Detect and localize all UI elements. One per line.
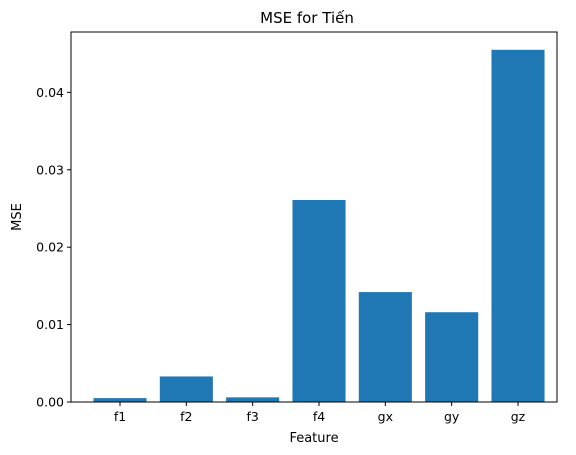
chart-title: MSE for Tiến bbox=[260, 9, 354, 27]
x-axis-ticks: f1 f2 f3 f4 gx gy gz bbox=[114, 402, 526, 424]
y-tick-label: 0.04 bbox=[36, 85, 64, 100]
y-tick-label: 0.01 bbox=[36, 317, 64, 332]
bar-f1 bbox=[93, 398, 147, 402]
y-tick-label: 0.03 bbox=[36, 162, 64, 177]
bar-f2 bbox=[159, 376, 213, 402]
x-tick-label: f4 bbox=[313, 409, 325, 424]
y-tick-label: 0.02 bbox=[36, 240, 64, 255]
bar-gx bbox=[358, 292, 412, 402]
y-tick-label: 0.00 bbox=[36, 395, 64, 410]
x-tick-label: f2 bbox=[180, 409, 192, 424]
bar-f4 bbox=[292, 199, 346, 402]
bar-gy bbox=[425, 312, 479, 402]
bar-gz bbox=[491, 49, 545, 403]
x-tick-label: gx bbox=[378, 409, 393, 424]
x-axis-label: Feature bbox=[289, 431, 338, 446]
x-tick-label: gy bbox=[444, 409, 460, 424]
bar-f3 bbox=[226, 397, 280, 402]
y-axis-label: MSE bbox=[10, 203, 25, 231]
y-axis-ticks: 0.00 0.01 0.02 0.03 0.04 bbox=[36, 85, 71, 410]
bars-group bbox=[93, 49, 545, 403]
x-tick-label: f1 bbox=[114, 409, 126, 424]
x-tick-label: f3 bbox=[246, 409, 258, 424]
x-tick-label: gz bbox=[511, 409, 526, 424]
plot-frame bbox=[70, 31, 558, 403]
